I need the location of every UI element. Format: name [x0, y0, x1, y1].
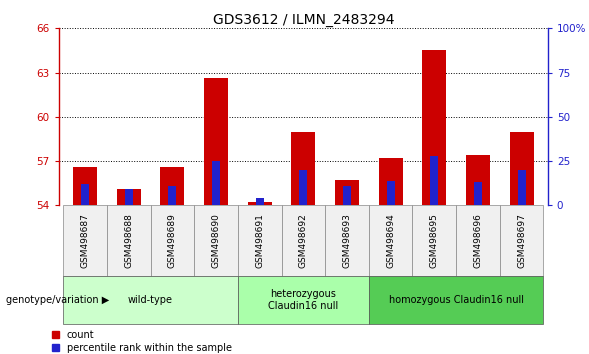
Bar [499, 205, 544, 276]
Text: GSM498697: GSM498697 [517, 213, 526, 268]
Bar [212, 161, 220, 205]
Bar [518, 170, 525, 205]
Bar [125, 189, 133, 205]
Text: genotype/variation ▶: genotype/variation ▶ [6, 295, 109, 305]
Bar [325, 205, 369, 276]
Bar [238, 276, 369, 324]
Text: GSM498696: GSM498696 [474, 213, 482, 268]
Text: GSM498691: GSM498691 [255, 213, 264, 268]
Text: GSM498695: GSM498695 [430, 213, 439, 268]
Text: wild-type: wild-type [128, 295, 173, 305]
Bar [431, 156, 438, 205]
Bar [343, 186, 351, 205]
Text: GSM498693: GSM498693 [342, 213, 352, 268]
Bar [256, 198, 264, 205]
Bar [63, 205, 107, 276]
Bar [73, 167, 97, 205]
Text: GSM498690: GSM498690 [211, 213, 220, 268]
Bar [412, 205, 456, 276]
Text: GSM498688: GSM498688 [124, 213, 133, 268]
Text: GSM498687: GSM498687 [81, 213, 90, 268]
Bar [151, 205, 194, 276]
Bar [369, 205, 412, 276]
Bar [107, 205, 151, 276]
Bar [509, 132, 534, 205]
Bar [387, 181, 395, 205]
Bar [238, 205, 282, 276]
Text: homozygous Claudin16 null: homozygous Claudin16 null [389, 295, 524, 305]
Bar [194, 205, 238, 276]
Bar [369, 276, 544, 324]
Bar [204, 79, 228, 205]
Bar [248, 202, 272, 205]
Bar [63, 276, 238, 324]
Title: GDS3612 / ILMN_2483294: GDS3612 / ILMN_2483294 [213, 13, 394, 27]
Text: heterozygous
Claudin16 null: heterozygous Claudin16 null [268, 289, 339, 311]
Text: GSM498694: GSM498694 [386, 213, 395, 268]
Bar [466, 155, 490, 205]
Bar [299, 170, 307, 205]
Text: GSM498692: GSM498692 [299, 213, 308, 268]
Bar [456, 205, 499, 276]
Bar [168, 186, 176, 205]
Bar [117, 189, 141, 205]
Bar [292, 132, 315, 205]
Bar [422, 51, 446, 205]
Bar [81, 184, 89, 205]
Bar [160, 167, 184, 205]
Bar [474, 182, 482, 205]
Legend: count, percentile rank within the sample: count, percentile rank within the sample [52, 330, 231, 353]
Text: GSM498689: GSM498689 [168, 213, 177, 268]
Bar [379, 158, 403, 205]
Bar [335, 180, 359, 205]
Bar [282, 205, 325, 276]
